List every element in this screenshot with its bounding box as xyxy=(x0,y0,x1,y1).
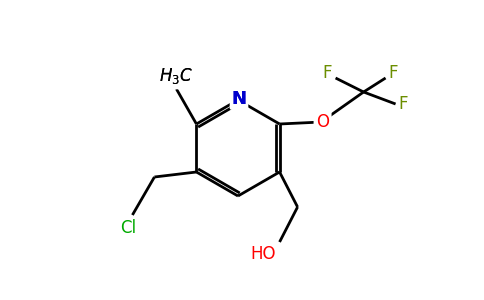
Text: F: F xyxy=(399,95,408,113)
Text: N: N xyxy=(231,90,246,108)
Text: Cl: Cl xyxy=(121,219,136,237)
Text: HO: HO xyxy=(251,245,276,263)
Text: H: H xyxy=(162,69,174,87)
Text: N: N xyxy=(231,90,246,108)
Text: $H_3C$: $H_3C$ xyxy=(159,66,194,86)
Text: $H_3C$: $H_3C$ xyxy=(159,66,194,86)
Text: F: F xyxy=(323,64,333,82)
Text: H: H xyxy=(162,69,174,87)
Text: F: F xyxy=(389,64,398,82)
Text: O: O xyxy=(316,113,329,131)
Text: $H_3C$: $H_3C$ xyxy=(159,66,194,86)
Text: N: N xyxy=(231,90,246,108)
